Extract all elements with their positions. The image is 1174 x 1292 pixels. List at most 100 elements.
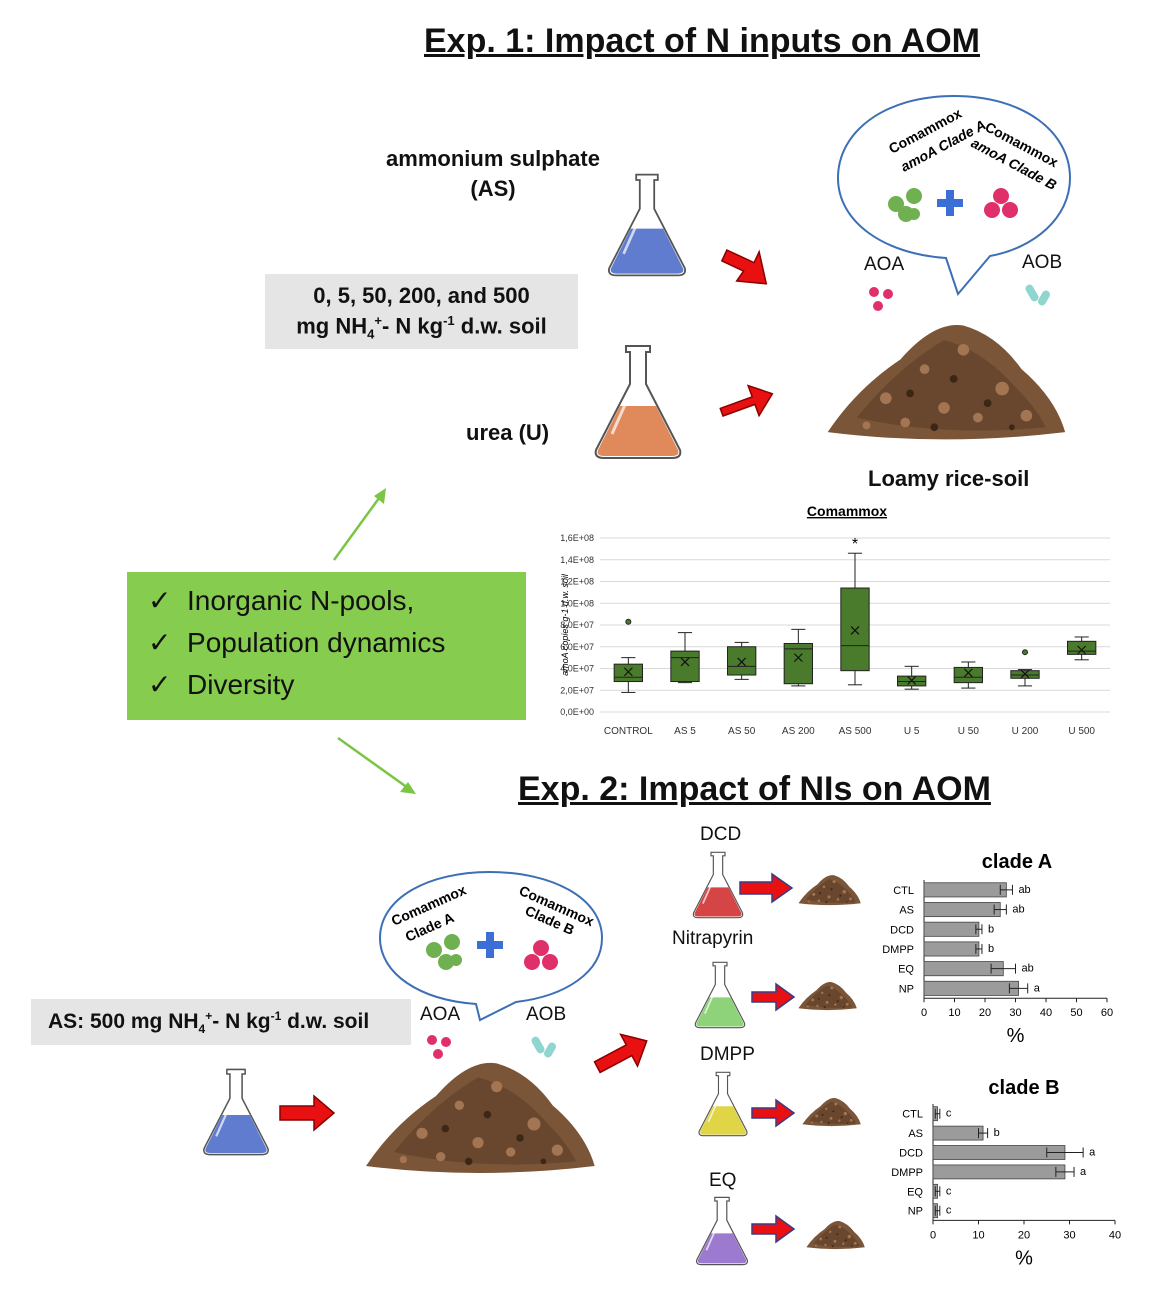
clade-a-bar-chart: clade A CTL ab AS ab DCD b DMPP b EQ ab NP a 0 10 20 30 4…: [882, 851, 1113, 1047]
as-label: ammonium sulphate (AS): [386, 146, 600, 201]
blue-flask-icon: [202, 1068, 270, 1156]
aoa-microbe-icon: [427, 1035, 451, 1059]
x-tick-label: 30: [1063, 1229, 1075, 1241]
x-tick-label: 0: [930, 1229, 936, 1241]
y-tick-label: 1,0E+08: [560, 598, 594, 608]
x-tick-label: U 500: [1068, 726, 1095, 737]
box-body: [613, 663, 643, 683]
orange-flask-icon: [594, 344, 682, 460]
significance-letter: c: [946, 1108, 952, 1120]
soil-pile-icon: [806, 1220, 865, 1250]
soil-pile-icon: [827, 325, 1066, 440]
x-tick-label: U 5: [904, 726, 920, 737]
red-arrow-icon: [719, 384, 774, 418]
box-mean-marker: [737, 657, 747, 667]
y-tick-label: 1,2E+08: [560, 577, 594, 587]
soil-pile-icon: [366, 1062, 595, 1173]
significance-letter: a: [1089, 1147, 1096, 1159]
speech-bubble-icon: Comammox Clade A Comammox Clade B: [378, 870, 604, 1022]
soil-label: Loamy rice-soil: [868, 466, 1030, 491]
red-arrow-icon: [279, 1094, 336, 1132]
box-body: [840, 587, 870, 672]
x-tick-label: AS 200: [782, 726, 815, 737]
x-axis-label: %: [1015, 1247, 1033, 1269]
x-tick-label: 50: [1070, 1007, 1082, 1019]
chart-title: clade A: [982, 851, 1052, 873]
aob-label: AOB: [1022, 252, 1063, 273]
red-arrow-icon: [751, 1098, 796, 1128]
as-dose-label: AS: 500 mg NH4+- N kg-1 d.w. soil: [48, 1009, 370, 1037]
significance-letter: c: [946, 1205, 952, 1217]
box-body: [670, 650, 700, 683]
soil-pile-icon: [798, 875, 861, 906]
checklist: ✓ Inorganic N-pools, ✓ Population dynami…: [148, 584, 445, 710]
exp1-title: Exp. 1: Impact of N inputs on AOM: [424, 22, 980, 60]
yellow-flask-icon: [698, 1071, 748, 1137]
checkmark-icon: ✓: [148, 585, 172, 616]
box-mean-marker: [623, 667, 633, 677]
box-mean-marker: [963, 668, 973, 678]
chart-title: clade B: [988, 1077, 1059, 1099]
x-tick-label: AS 50: [728, 726, 756, 737]
red-arrow-icon: [739, 872, 794, 904]
y-tick-label: 1,4E+08: [560, 555, 594, 565]
y-tick-label: 4,0E+07: [560, 664, 594, 674]
bar: [923, 921, 980, 937]
red-flask-icon: [692, 851, 744, 919]
category-label: CTL: [902, 1109, 923, 1121]
box-mean-marker: [1077, 645, 1087, 655]
box-outlier: [1022, 649, 1028, 656]
box-body: [953, 666, 983, 684]
green-arrow-icon: [332, 488, 386, 561]
x-tick-label: AS 500: [839, 726, 872, 737]
x-tick-label: 40: [1040, 1007, 1052, 1019]
checklist-box: [127, 572, 526, 720]
bar: [932, 1125, 984, 1141]
inhibitor-label-dcd: DCD: [700, 824, 742, 845]
bar: [923, 882, 1007, 898]
chart-title: Comammox: [807, 503, 887, 519]
soil-pile-icon: [798, 981, 857, 1011]
aoa-label: AOA: [420, 1004, 461, 1025]
category-label: EQ: [898, 964, 914, 976]
inhibitor-label-nitrapyrin: Nitrapyrin: [672, 928, 754, 949]
aoa-label: AOA: [864, 254, 905, 275]
speech-bubble-icon: Comammox amoA Clade A Comammox amoA Clad…: [836, 94, 1072, 297]
aob-label: AOB: [526, 1004, 567, 1025]
x-axis-label: %: [1007, 1025, 1025, 1047]
significance-marker: *: [852, 536, 858, 553]
x-tick-label: AS 5: [674, 726, 696, 737]
y-tick-label: 2,0E+07: [560, 685, 594, 695]
category-label: EQ: [907, 1186, 923, 1198]
box-body: [727, 646, 757, 676]
category-label: AS: [908, 1128, 923, 1140]
green-arrow-icon: [337, 736, 416, 794]
inhibitor-label-eq: EQ: [709, 1170, 737, 1191]
aoa-microbe-icon: [869, 287, 893, 311]
purple-flask-icon: [695, 1196, 749, 1266]
box-mean-marker: [907, 676, 917, 685]
checklist-item: ✓ Population dynamics: [148, 627, 446, 658]
doses-box: [265, 274, 578, 349]
red-arrow-icon: [751, 1214, 796, 1244]
box-mean-marker: [1020, 669, 1030, 679]
blue-flask-icon: [607, 173, 687, 277]
category-label: CTL: [893, 885, 914, 897]
urea-label: urea (U): [466, 420, 550, 445]
category-label: DMPP: [891, 1167, 923, 1179]
red-arrow-icon: [720, 249, 768, 285]
as-dose-box: [31, 999, 411, 1045]
x-tick-label: U 50: [958, 726, 980, 737]
significance-letter: ab: [1022, 963, 1034, 975]
x-tick-label: CONTROL: [604, 726, 653, 737]
x-tick-label: 20: [1018, 1229, 1030, 1241]
box-mean-marker: [793, 653, 803, 663]
x-tick-label: 10: [948, 1007, 960, 1019]
inhibitor-label-dmpp: DMPP: [700, 1044, 755, 1065]
significance-letter: a: [1080, 1166, 1087, 1178]
red-arrow-icon: [593, 1033, 648, 1074]
significance-letter: b: [988, 943, 994, 955]
x-tick-label: 60: [1101, 1007, 1113, 1019]
significance-letter: ab: [1018, 884, 1030, 896]
